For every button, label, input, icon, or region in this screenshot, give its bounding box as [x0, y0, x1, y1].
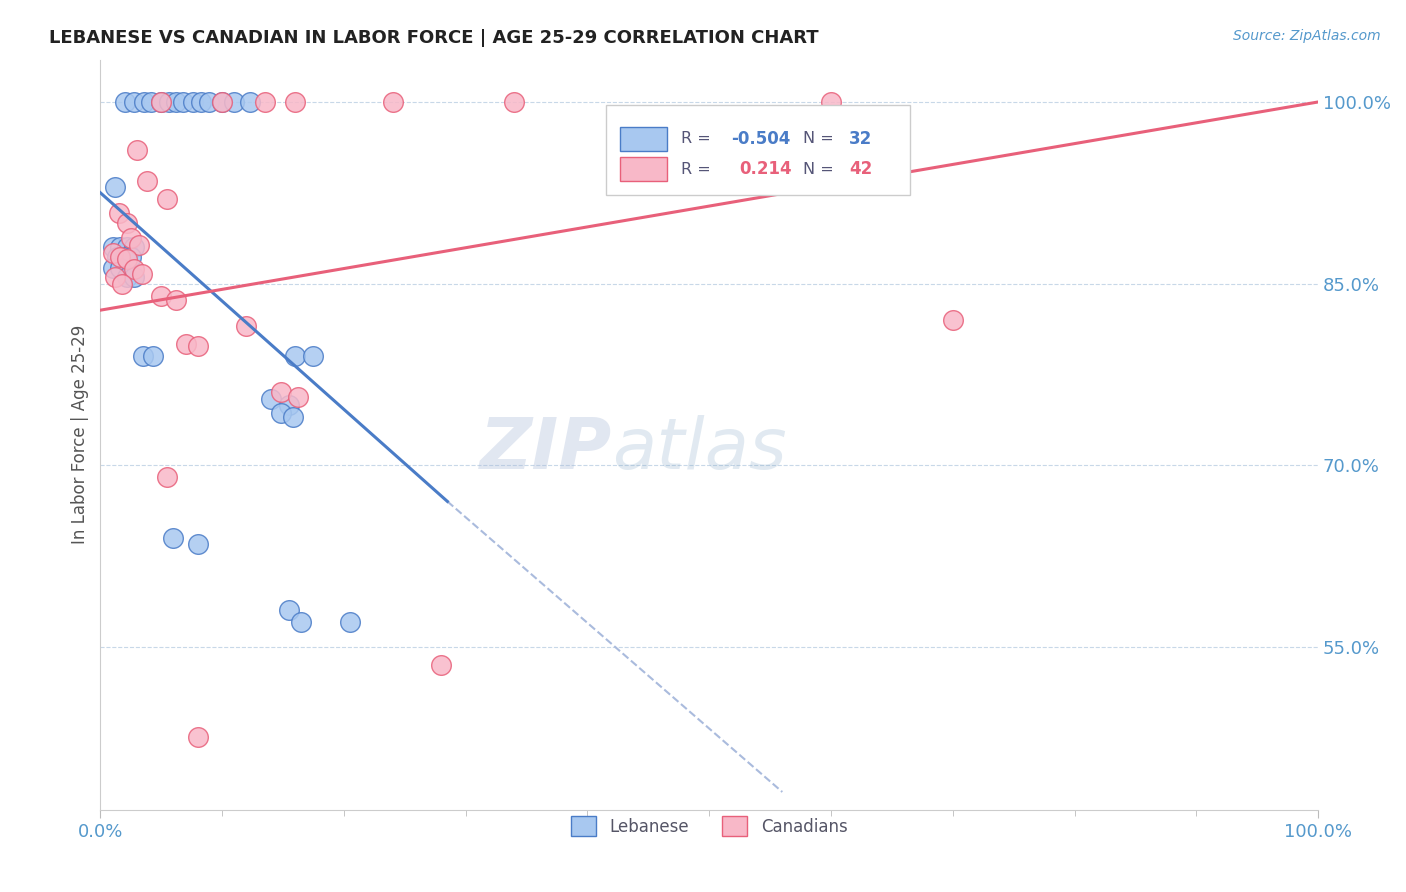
Point — [124, 262, 146, 277]
Point — [101, 260, 124, 275]
Text: N =: N = — [803, 162, 839, 177]
Point — [108, 250, 131, 264]
Point — [253, 95, 276, 109]
Point — [270, 385, 292, 400]
Point — [150, 95, 173, 109]
Point — [284, 95, 307, 109]
Text: LEBANESE VS CANADIAN IN LABOR FORCE | AGE 25-29 CORRELATION CHART: LEBANESE VS CANADIAN IN LABOR FORCE | AG… — [49, 29, 818, 46]
Point — [134, 95, 156, 109]
Point — [141, 95, 163, 109]
Point — [187, 339, 209, 353]
Point — [290, 615, 312, 630]
Point — [211, 95, 233, 109]
Text: ZIP: ZIP — [479, 416, 612, 484]
Point — [124, 240, 146, 254]
Point — [104, 179, 127, 194]
Point — [105, 250, 128, 264]
FancyBboxPatch shape — [606, 104, 910, 194]
Point — [174, 337, 197, 351]
Text: R =: R = — [682, 131, 716, 146]
Point — [224, 95, 246, 109]
Point — [284, 349, 307, 363]
Bar — [620, 158, 666, 181]
Point — [156, 192, 179, 206]
Point — [156, 470, 179, 484]
Point — [281, 409, 304, 424]
Point — [124, 270, 146, 285]
Point — [165, 95, 187, 109]
Point — [942, 313, 965, 327]
Text: 42: 42 — [849, 161, 873, 178]
Point — [381, 95, 404, 109]
Point — [172, 95, 194, 109]
Point — [278, 603, 301, 617]
Point — [260, 392, 283, 406]
Point — [181, 95, 204, 109]
Point — [101, 246, 124, 260]
Point — [150, 288, 173, 302]
Point — [197, 95, 219, 109]
Text: Source: ZipAtlas.com: Source: ZipAtlas.com — [1233, 29, 1381, 43]
Point — [124, 95, 146, 109]
Text: R =: R = — [682, 162, 716, 177]
Point — [128, 237, 150, 252]
Point — [339, 615, 361, 630]
Point — [270, 406, 292, 420]
Point — [190, 95, 212, 109]
Point — [125, 144, 148, 158]
Text: N =: N = — [803, 131, 839, 146]
Point — [108, 240, 131, 254]
Point — [115, 216, 138, 230]
Point — [187, 537, 209, 551]
Point — [820, 95, 842, 109]
Point — [430, 657, 453, 672]
Point — [278, 398, 301, 412]
Point — [115, 240, 138, 254]
Point — [157, 95, 180, 109]
Point — [302, 349, 325, 363]
Point — [108, 260, 131, 275]
Point — [115, 252, 138, 267]
Point — [111, 277, 134, 291]
Text: 32: 32 — [849, 130, 873, 148]
Bar — [620, 127, 666, 151]
Point — [239, 95, 262, 109]
Point — [287, 390, 309, 404]
Text: -0.504: -0.504 — [731, 130, 790, 148]
Point — [120, 250, 142, 264]
Text: 0.214: 0.214 — [740, 161, 793, 178]
Point — [135, 174, 157, 188]
Point — [150, 95, 173, 109]
Point — [165, 293, 187, 308]
Text: atlas: atlas — [612, 416, 786, 484]
Point — [211, 95, 233, 109]
Y-axis label: In Labor Force | Age 25-29: In Labor Force | Age 25-29 — [72, 326, 89, 544]
Point — [131, 267, 153, 281]
Point — [162, 531, 184, 545]
Point — [235, 318, 257, 333]
Point — [120, 230, 142, 244]
Point — [107, 206, 129, 220]
Point — [101, 240, 124, 254]
Point — [132, 349, 155, 363]
Point — [115, 270, 138, 285]
Point — [114, 95, 136, 109]
Point — [187, 731, 209, 745]
Point — [104, 270, 127, 285]
Legend: Lebanese, Canadians: Lebanese, Canadians — [564, 809, 853, 843]
Point — [114, 250, 136, 264]
Point — [503, 95, 526, 109]
Point — [142, 349, 165, 363]
